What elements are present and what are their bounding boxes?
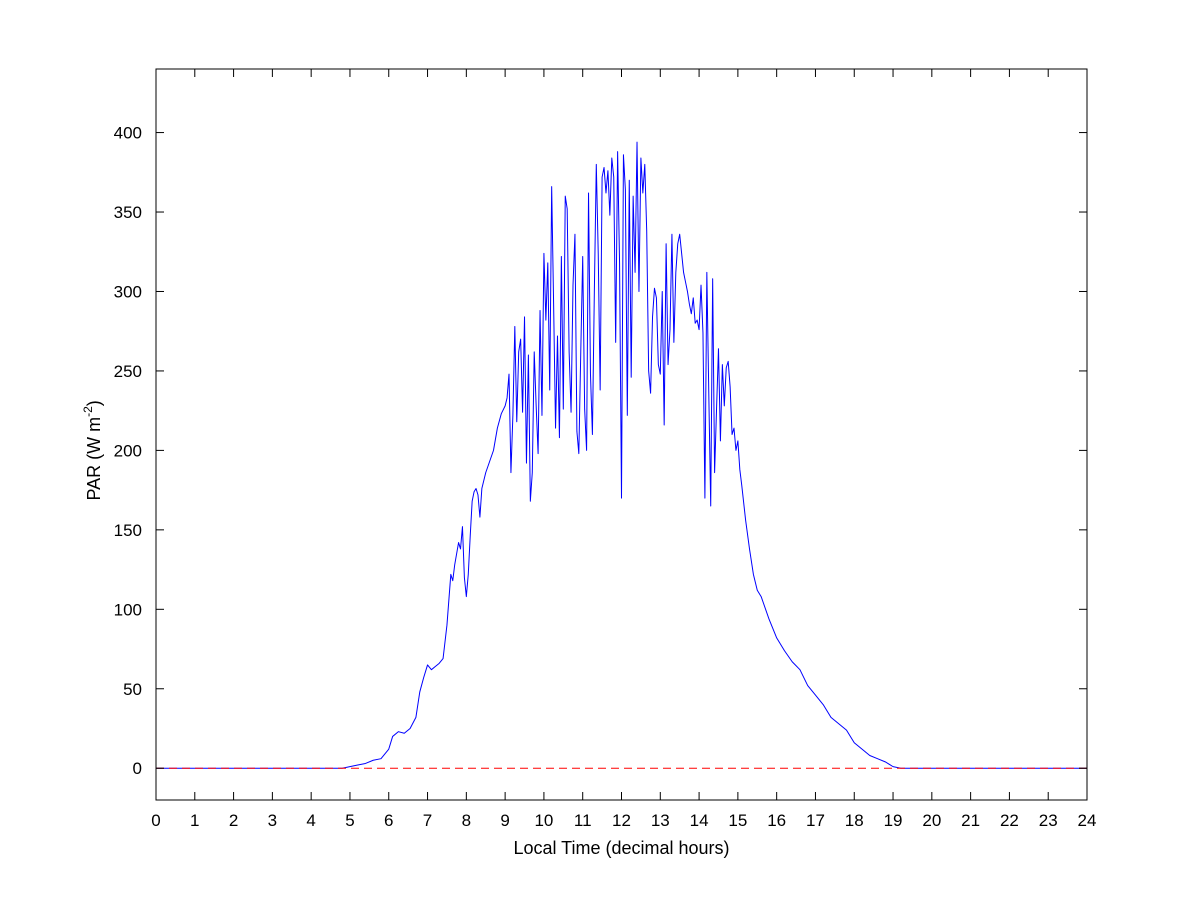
y-axis-label: PAR (W m-2) [81,400,104,500]
x-tick-label: 12 [612,811,631,830]
x-tick-label: 4 [306,811,315,830]
x-tick-label: 24 [1078,811,1097,830]
x-tick-label: 17 [806,811,825,830]
x-tick-label: 22 [1000,811,1019,830]
x-tick-label: 21 [961,811,980,830]
y-axis-label-close: ) [84,400,104,406]
y-tick-label: 100 [114,600,142,619]
x-tick-label: 14 [690,811,709,830]
x-tick-label: 13 [651,811,670,830]
x-tick-label: 11 [574,811,592,830]
x-axis: 0 1 2 3 4 5 6 7 8 9 10 11 12 13 14 15 16 17 18 19 20 21 22 23 24 [151,69,1096,830]
x-tick-label: 2 [229,811,238,830]
x-tick-label: 23 [1039,811,1058,830]
x-tick-label: 7 [423,811,432,830]
y-tick-label: 250 [114,362,142,381]
y-tick-label: 150 [114,521,142,540]
x-tick-label: 8 [462,811,471,830]
y-axis-label-main: PAR (W m [84,417,104,501]
x-tick-label: 0 [151,811,160,830]
x-tick-label: 9 [500,811,509,830]
x-tick-label: 10 [534,811,553,830]
series-layer [156,141,1087,769]
x-tick-label: 6 [384,811,393,830]
x-tick-label: 18 [845,811,864,830]
y-tick-label: 200 [114,441,142,460]
series-line-1 [156,141,1087,769]
x-tick-label: 19 [884,811,903,830]
y-tick-label: 400 [114,124,142,143]
x-tick-label: 16 [767,811,786,830]
x-tick-label: 5 [345,811,354,830]
y-tick-label: 0 [133,759,142,778]
y-tick-label: 300 [114,282,142,301]
x-tick-label: 1 [190,811,199,830]
y-axis-label-superscript: -2 [81,406,95,417]
y-tick-label: 50 [123,680,142,699]
x-tick-label: 3 [268,811,277,830]
x-tick-label: 15 [728,811,747,830]
x-tick-label: 20 [922,811,941,830]
x-axis-label: Local Time (decimal hours) [513,838,729,858]
y-axis: 0 50 100 150 200 250 300 350 400 [114,124,1087,778]
y-tick-label: 350 [114,203,142,222]
